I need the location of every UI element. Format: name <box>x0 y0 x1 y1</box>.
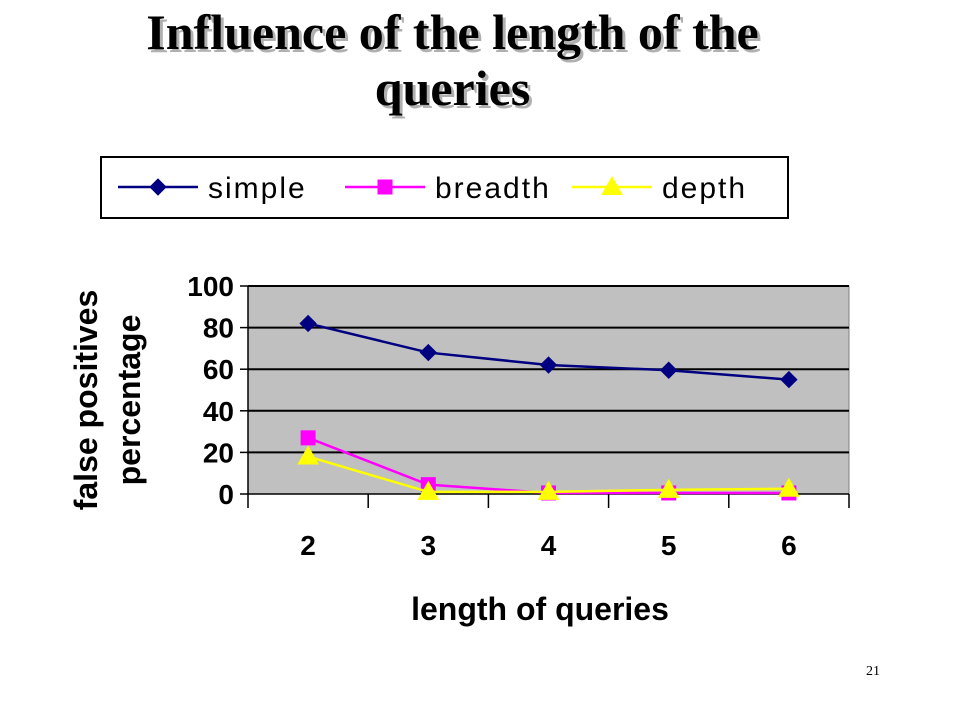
data-point-depth <box>417 480 440 500</box>
y-tick-label: 100 <box>187 271 234 302</box>
y-tick-label: 20 <box>203 437 234 468</box>
legend-marker-breadth <box>377 179 393 195</box>
slide-title: Influence of the length of the queries <box>0 4 905 116</box>
data-point-depth <box>778 477 800 497</box>
series-group <box>297 314 800 501</box>
data-point-simple <box>780 370 798 389</box>
x-tick-label: 5 <box>661 530 677 561</box>
plot-area <box>247 285 850 495</box>
x-tick-label: 4 <box>541 530 557 561</box>
y-tick-labels: 0 20 40 60 80 100 <box>187 271 234 510</box>
y-tick-label: 0 <box>218 479 234 510</box>
x-axis-title: length of queries <box>411 591 669 627</box>
x-tick-labels: 2 3 4 5 6 <box>300 530 796 561</box>
page-number: 21 <box>866 664 880 679</box>
y-axis-title-line-2: percentage <box>111 315 147 486</box>
y-axis-title-line-1: false positives <box>68 290 104 511</box>
data-point-simple <box>659 361 678 379</box>
data-point-breadth <box>300 430 316 446</box>
x-tick-label: 3 <box>421 530 437 561</box>
slide-title-line-1: Influence of the length of the <box>146 4 759 60</box>
data-point-simple <box>539 356 558 374</box>
series-depth <box>297 445 800 500</box>
y-tick-label: 60 <box>203 354 234 385</box>
data-point-depth <box>297 445 319 465</box>
slide-title-line-2: queries <box>374 60 531 116</box>
legend-label-breadth: breadth <box>435 172 551 205</box>
data-point-simple <box>299 314 317 333</box>
legend-marker-simple <box>149 178 167 196</box>
legend-marker-depth <box>601 175 623 195</box>
series-simple <box>299 314 798 389</box>
legend-label-simple: simple <box>208 172 307 205</box>
legend-label-depth: depth <box>662 172 747 205</box>
y-tick-label: 80 <box>203 313 234 344</box>
x-tick-label: 6 <box>781 530 797 561</box>
x-tick-label: 2 <box>300 530 316 561</box>
legend: simple breadth depth <box>100 156 789 219</box>
data-point-simple <box>419 343 438 362</box>
y-tick-label: 40 <box>203 396 234 427</box>
data-point-depth <box>657 478 680 498</box>
data-point-depth <box>537 480 560 500</box>
legend-box <box>100 156 789 219</box>
